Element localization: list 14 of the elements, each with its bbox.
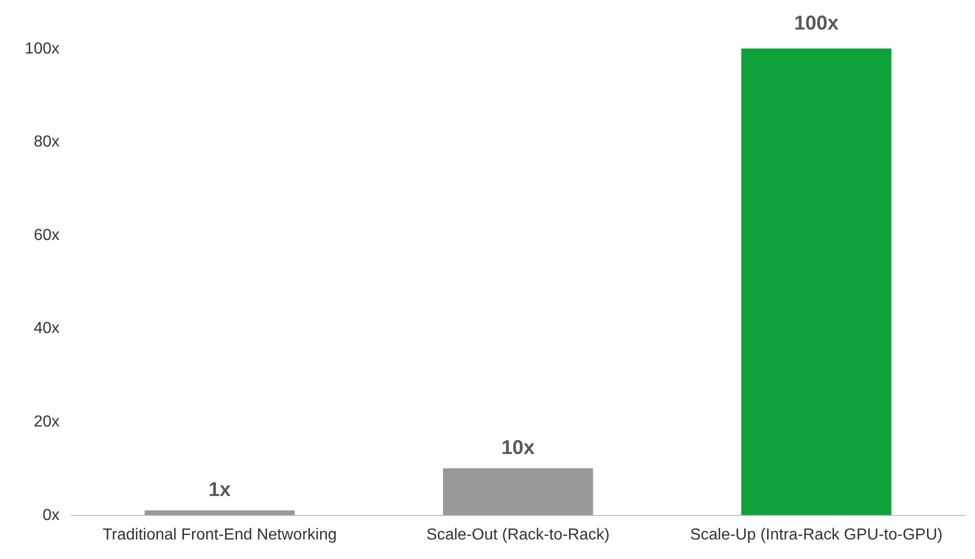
bar <box>442 468 594 516</box>
data-label: 10x <box>501 436 535 459</box>
y-tick-label: 100x <box>24 40 60 58</box>
y-tick-label: 80x <box>34 133 60 150</box>
x-tick-label: Scale-Out (Rack-to-Rack) <box>426 526 610 544</box>
y-tick-label: 60x <box>34 226 60 244</box>
data-label: 1x <box>208 478 231 501</box>
y-tick-label: 20x <box>34 414 60 431</box>
y-tick-label: 0x <box>42 507 60 524</box>
bar <box>741 48 892 516</box>
x-tick-label: Scale-Up (Intra-Rack GPU-to-GPU) <box>690 526 943 544</box>
x-tick-label: Traditional Front-End Networking <box>102 526 337 544</box>
y-tick-label: 40x <box>34 320 60 338</box>
data-label: 100x <box>794 12 839 34</box>
